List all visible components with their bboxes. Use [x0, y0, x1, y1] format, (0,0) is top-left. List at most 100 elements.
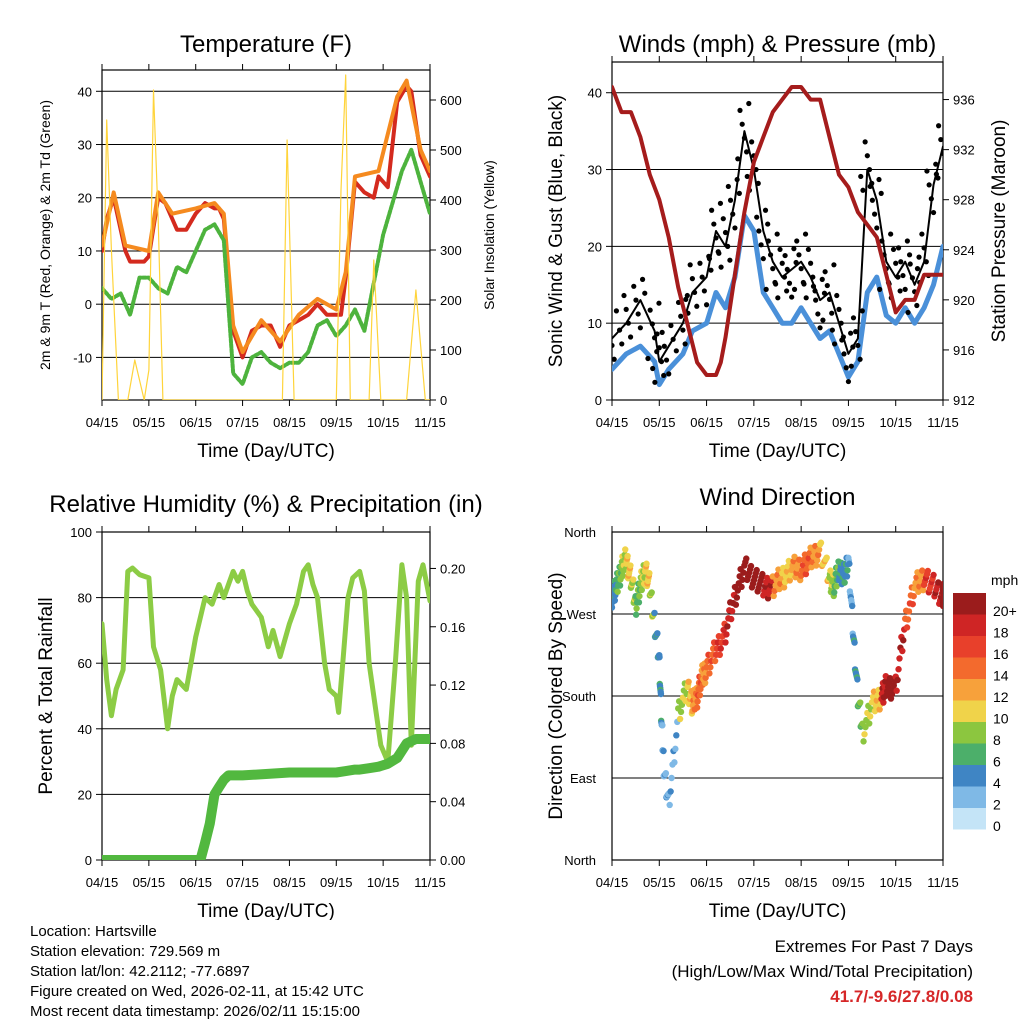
direction-point	[624, 552, 631, 560]
gust-point	[916, 254, 922, 260]
gust-point	[647, 307, 653, 313]
gust-point	[822, 269, 828, 275]
gust-point	[784, 266, 790, 273]
plot-frame	[101, 531, 431, 861]
direction-point	[763, 574, 771, 582]
panel-wind_direction: Wind DirectionNorthEastSouthWestNorth04/…	[546, 484, 1018, 920]
direction-point	[849, 602, 856, 610]
gust-point	[631, 283, 637, 289]
direction-point	[619, 572, 627, 580]
gust-point	[824, 282, 830, 289]
direction-point	[904, 616, 912, 623]
gust-point	[658, 358, 665, 365]
gust-point	[895, 274, 901, 280]
direction-point	[930, 571, 937, 579]
gust-point	[862, 139, 868, 145]
series-station-pressure	[612, 85, 943, 377]
x-tick-label: 10/15	[367, 875, 400, 890]
y2-tick-label: 924	[953, 243, 975, 258]
gust-point	[633, 297, 639, 303]
gust-point	[680, 327, 686, 333]
direction-point	[924, 567, 932, 575]
gust-point	[720, 216, 726, 222]
gust-point	[897, 288, 903, 294]
gust-point	[718, 264, 724, 270]
y-tick-label: 40	[78, 722, 92, 737]
gust-point	[744, 173, 750, 180]
legend-label: 8	[993, 732, 1001, 748]
y2-axis-label: Station Pressure (Maroon)	[989, 120, 1010, 343]
gust-point	[716, 250, 722, 256]
gust-point	[697, 260, 703, 266]
direction-point	[846, 560, 853, 567]
gust-point	[739, 121, 745, 127]
legend-swatch	[953, 657, 986, 679]
legend-swatch	[953, 808, 986, 830]
gust-point	[765, 238, 771, 244]
series-total-precipitation	[102, 734, 430, 860]
direction-point	[627, 562, 634, 569]
gust-point	[782, 252, 788, 259]
station-info: Location: Hartsville Station elevation: …	[30, 922, 364, 1022]
x-tick-label: 04/15	[86, 415, 119, 430]
legend-swatch	[953, 679, 986, 701]
gust-point	[845, 378, 852, 385]
direction-point	[866, 713, 874, 720]
gust-point	[798, 266, 804, 272]
gust-point	[663, 357, 670, 363]
gust-point	[933, 161, 939, 167]
extremes-subtitle: (High/Low/Max Wind/Total Precipitation)	[671, 962, 973, 981]
gust-point	[741, 135, 748, 141]
gust-point	[940, 150, 943, 157]
direction-point	[711, 657, 719, 665]
x-tick-label: 05/15	[643, 875, 676, 890]
gust-point	[603, 364, 608, 369]
x-tick-label: 09/15	[320, 875, 353, 890]
direction-point	[668, 774, 675, 782]
gust-point	[803, 295, 809, 301]
direction-point	[896, 655, 903, 662]
direction-point	[833, 583, 840, 590]
y2-tick-label: 916	[953, 343, 975, 358]
gust-point	[900, 272, 906, 279]
gust-point	[694, 303, 700, 309]
legend-label: 4	[993, 775, 1001, 791]
y-axis-label: 2m & 9m T (Red, Orange) & 2m Td (Green)	[37, 100, 53, 370]
y2-tick-label: 920	[953, 293, 975, 308]
y2-tick-label: 100	[440, 343, 462, 358]
x-tick-label: 06/15	[179, 875, 212, 890]
y-tick-label: 20	[78, 191, 92, 206]
gust-point	[708, 267, 714, 273]
plot-area	[102, 562, 430, 860]
gust-point	[902, 286, 908, 292]
gust-point	[650, 365, 656, 372]
direction-point	[622, 546, 629, 553]
direction-point	[732, 601, 740, 608]
gust-point	[756, 228, 762, 234]
gust-point	[734, 176, 740, 183]
gust-point	[895, 245, 902, 251]
x-tick-label: 11/15	[927, 415, 959, 430]
location-text: Location: Hartsville	[30, 923, 157, 940]
y-tick-label: 40	[588, 86, 602, 101]
gust-point	[864, 153, 870, 159]
direction-point	[791, 553, 798, 560]
direction-point	[743, 555, 750, 562]
gust-point	[914, 266, 921, 272]
legend-label: 16	[993, 646, 1009, 662]
gust-point	[736, 190, 742, 196]
gust-point	[773, 281, 779, 287]
x-tick-label: 09/15	[320, 415, 353, 430]
y2-tick-label: 400	[440, 193, 462, 208]
gust-point	[819, 276, 825, 282]
elevation-text: Station elevation: 729.569 m	[30, 943, 221, 960]
gust-point	[645, 355, 651, 362]
direction-point	[905, 608, 913, 615]
direction-point	[654, 630, 661, 637]
direction-point	[716, 651, 724, 659]
gust-point	[699, 274, 705, 280]
direction-point	[740, 569, 747, 576]
direction-point	[648, 589, 655, 596]
gust-point	[841, 351, 847, 357]
gust-point	[612, 330, 613, 334]
